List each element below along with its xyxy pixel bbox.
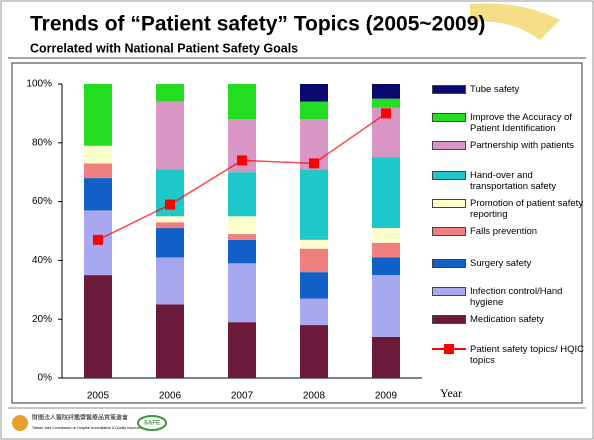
legend-swatch	[432, 171, 466, 180]
logo	[12, 415, 28, 431]
y-tick-label: 20%	[32, 314, 52, 325]
bar-segment	[372, 84, 400, 99]
bar-segment	[156, 305, 184, 379]
legend-swatch	[432, 113, 466, 122]
bar-segment	[156, 102, 184, 170]
legend-entry: Tube safety	[432, 84, 592, 95]
legend-label: Improve the Accuracy of Patient Identifi…	[470, 112, 592, 134]
legend-entry: Surgery safety	[432, 258, 592, 269]
legend-label: Falls prevention	[470, 226, 537, 237]
slide: Trends of “Patient safety” Topics (2005~…	[0, 0, 594, 440]
bar-segment	[372, 337, 400, 378]
bar-segment	[300, 272, 328, 298]
legend-entry: Hand-over and transportation safety	[432, 170, 592, 192]
bar-segment	[228, 322, 256, 378]
footer-org-en: Taiwan Joint Commission on Hospital Accr…	[32, 426, 148, 430]
chart: Trends of “Patient safety” Topics (2005~…	[0, 0, 594, 440]
bar-segment	[84, 146, 112, 164]
bar-segment	[228, 84, 256, 119]
x-axis-label: Year	[440, 386, 462, 400]
line-marker	[381, 108, 391, 118]
legend-entry: Infection control/Hand hygiene	[432, 286, 592, 308]
legend-swatch	[432, 315, 466, 324]
legend-label: Hand-over and transportation safety	[470, 170, 592, 192]
legend-swatch	[432, 85, 466, 94]
bar-segment	[84, 84, 112, 146]
badge-text: SAFE	[144, 421, 160, 427]
y-tick-label: 60%	[32, 196, 52, 207]
y-tick-label: 40%	[32, 255, 52, 266]
legend-label: Tube safety	[470, 84, 519, 95]
legend-entry: Patient safety topics/ HQIC topics	[432, 344, 592, 366]
legend-label: Promotion of patient safety reporting	[470, 198, 592, 220]
bar-segment	[84, 178, 112, 210]
legend-entry: Improve the Accuracy of Patient Identifi…	[432, 112, 592, 134]
x-tick-label: 2008	[303, 391, 326, 402]
legend-marker	[444, 344, 454, 354]
title: Trends of “Patient safety” Topics (2005~…	[30, 13, 485, 36]
legend-swatch	[432, 227, 466, 236]
bar-segment	[300, 299, 328, 325]
bar-segment	[300, 169, 328, 240]
line-marker	[309, 158, 319, 168]
bar-segment	[156, 84, 184, 102]
bar-segment	[156, 222, 184, 228]
bar-segment	[84, 163, 112, 178]
bar-segment	[372, 158, 400, 229]
bar-segment	[300, 325, 328, 378]
legend-label: Surgery safety	[470, 258, 531, 269]
bar-segment	[372, 228, 400, 243]
bar-segment	[228, 172, 256, 216]
x-tick-label: 2006	[159, 391, 182, 402]
legend-entry: Promotion of patient safety reporting	[432, 198, 592, 220]
line-marker	[165, 200, 175, 210]
legend-label: Partnership with patients	[470, 140, 574, 151]
legend-entry: Medication safety	[432, 314, 592, 325]
bar-segment	[228, 240, 256, 264]
bar-segment	[372, 99, 400, 108]
footer-org: 財團法人醫院評鑑暨醫療品質策進會	[32, 414, 128, 422]
x-tick-label: 2007	[231, 391, 254, 402]
bar-segment	[228, 216, 256, 234]
bar-segment	[300, 249, 328, 273]
bar-segment	[156, 216, 184, 222]
legend-swatch	[432, 141, 466, 150]
bar-segment	[372, 257, 400, 275]
bar-segment	[300, 84, 328, 102]
y-tick-label: 0%	[38, 373, 53, 384]
legend-label: Medication safety	[470, 314, 544, 325]
bar-segment	[156, 257, 184, 304]
legend-entry: Falls prevention	[432, 226, 592, 237]
legend-swatch	[432, 199, 466, 208]
bar-segment	[300, 102, 328, 120]
legend-swatch	[432, 344, 466, 354]
subtitle: Correlated with National Patient Safety …	[30, 41, 298, 55]
x-tick-label: 2005	[87, 391, 110, 402]
bar-segment	[228, 263, 256, 322]
legend-entry: Partnership with patients	[432, 140, 592, 151]
legend-swatch	[432, 259, 466, 268]
bar-segment	[156, 228, 184, 257]
bar-segment	[372, 275, 400, 337]
bar-segment	[84, 275, 112, 378]
legend-label: Infection control/Hand hygiene	[470, 286, 592, 308]
line-marker	[93, 235, 103, 245]
legend-label: Patient safety topics/ HQIC topics	[470, 344, 592, 366]
bar-segment	[372, 243, 400, 258]
bar-segment	[300, 240, 328, 249]
bar-segment	[228, 234, 256, 240]
legend-swatch	[432, 287, 466, 296]
x-tick-label: 2009	[375, 391, 398, 402]
line-marker	[237, 155, 247, 165]
y-tick-label: 100%	[26, 79, 52, 90]
y-tick-label: 80%	[32, 137, 52, 148]
